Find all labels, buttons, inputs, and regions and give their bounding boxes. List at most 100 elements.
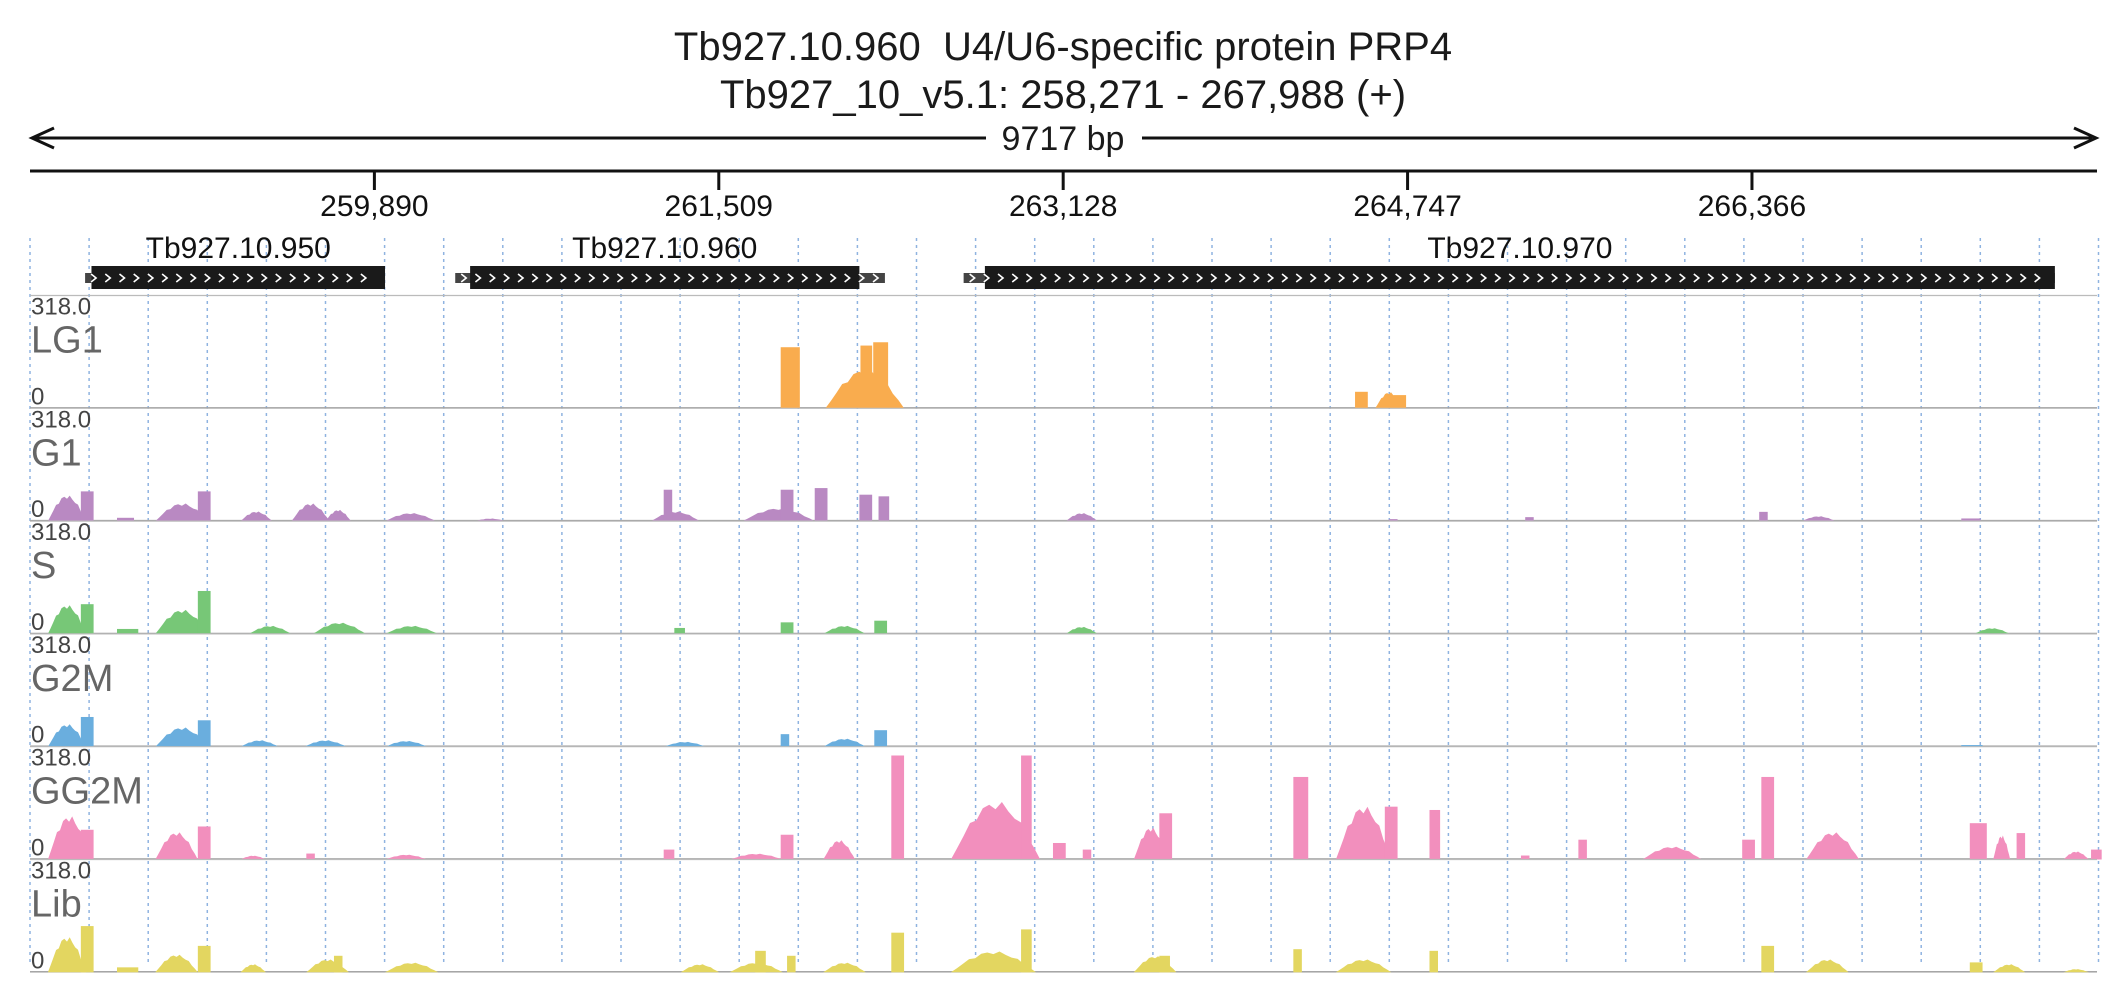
coverage-peak bbox=[306, 853, 315, 860]
strand-chevron bbox=[1508, 273, 1516, 283]
strand-chevron bbox=[616, 273, 624, 283]
strand-chevron bbox=[1380, 273, 1388, 283]
strand-chevron bbox=[147, 273, 155, 283]
coverage-peak bbox=[155, 503, 209, 522]
strand-chevron bbox=[1948, 273, 1956, 283]
strand-chevron bbox=[872, 273, 880, 283]
coverage-peak bbox=[663, 489, 673, 522]
coverage-peak bbox=[823, 962, 866, 973]
coverage-peak bbox=[1761, 945, 1775, 973]
strand-chevron bbox=[1210, 273, 1218, 283]
strand-chevron bbox=[787, 273, 795, 283]
coverage-peak bbox=[1961, 518, 1981, 522]
coverage-peak bbox=[742, 508, 815, 522]
track-name: G2M bbox=[31, 658, 113, 700]
coverage-peak bbox=[1578, 839, 1587, 860]
strand-chevron bbox=[232, 273, 240, 283]
coverage-peak bbox=[891, 755, 905, 860]
tick-label: 263,128 bbox=[1009, 190, 1117, 223]
coverage-peak bbox=[780, 834, 794, 860]
strand-chevron bbox=[801, 273, 809, 283]
track-ymax-label: 318.0 bbox=[31, 858, 91, 885]
strand-chevron bbox=[1068, 273, 1076, 283]
coverage-peak bbox=[197, 590, 211, 634]
strand-chevron bbox=[1423, 273, 1431, 283]
strand-chevron bbox=[204, 273, 211, 283]
coverage-peak bbox=[1065, 513, 1098, 522]
coverage-peak bbox=[859, 494, 873, 522]
strand-chevron bbox=[1679, 273, 1686, 283]
strand-chevron bbox=[730, 273, 738, 283]
coverage-peak bbox=[2091, 849, 2102, 860]
strand-chevron bbox=[1451, 273, 1459, 283]
track-ymin-label: 0 bbox=[31, 496, 44, 523]
strand-chevron bbox=[1167, 273, 1175, 283]
coverage-peak bbox=[823, 625, 866, 634]
strand-chevron bbox=[1224, 273, 1232, 283]
strand-chevron bbox=[744, 273, 752, 283]
strand-chevron bbox=[2005, 273, 2013, 283]
coverage-peak bbox=[1429, 950, 1438, 973]
coverage-peak bbox=[155, 727, 209, 747]
strand-chevron bbox=[645, 273, 653, 283]
gene-track: Tb927.10.950 Tb927.10.960 Tb927.10.970 bbox=[85, 232, 2055, 289]
strand-chevron bbox=[517, 273, 525, 283]
strand-chevron bbox=[1309, 273, 1317, 283]
coverage-peak bbox=[197, 720, 211, 747]
coverage-peak bbox=[878, 496, 890, 522]
coverage-peak bbox=[891, 932, 905, 973]
strand-chevron bbox=[303, 273, 311, 283]
coverage-peak bbox=[663, 849, 675, 860]
coverage-peak bbox=[240, 511, 273, 522]
strand-chevron bbox=[997, 273, 1005, 283]
coverage-peak bbox=[312, 622, 366, 634]
coverage-peak bbox=[1393, 395, 1407, 409]
coverage-peak bbox=[385, 625, 439, 634]
strand-chevron bbox=[346, 273, 353, 283]
chart-title: Tb927.10.960 U4/U6-specific protein PRP4 bbox=[674, 25, 1452, 69]
strand-chevron bbox=[545, 273, 553, 283]
strand-chevron bbox=[1664, 273, 1672, 283]
strand-chevron bbox=[758, 273, 766, 283]
track-name: Lib bbox=[31, 884, 82, 926]
coverage-peak bbox=[1293, 949, 1302, 973]
coverage-peak bbox=[1355, 391, 1368, 409]
strand-chevron bbox=[118, 273, 126, 283]
strand-chevron bbox=[1494, 273, 1502, 283]
track-ymax-label: 318.0 bbox=[31, 294, 91, 321]
strand-chevron bbox=[289, 273, 297, 283]
tick-label: 264,747 bbox=[1353, 190, 1461, 223]
tick-label: 261,509 bbox=[665, 190, 773, 223]
gene-label: Tb927.10.960 bbox=[572, 232, 757, 265]
coverage-peak bbox=[47, 937, 87, 973]
strand-chevron bbox=[2019, 273, 2027, 283]
strand-chevron bbox=[1409, 273, 1417, 283]
strand-chevron bbox=[1636, 273, 1644, 283]
coverage-peak bbox=[680, 964, 719, 973]
coverage-peak bbox=[1642, 846, 1702, 860]
coverage-peak bbox=[1159, 955, 1170, 973]
strand-chevron bbox=[687, 273, 695, 283]
coverage-peak bbox=[155, 954, 198, 973]
coverage-peak bbox=[304, 740, 347, 747]
coverage-peak bbox=[874, 620, 888, 634]
strand-chevron bbox=[90, 273, 98, 283]
strand-chevron bbox=[503, 273, 511, 283]
coverage-peak bbox=[1678, 851, 1687, 860]
strand-chevron bbox=[1153, 273, 1161, 283]
coverage-peak bbox=[1384, 806, 1398, 860]
strand-chevron bbox=[1537, 273, 1544, 283]
strand-chevron bbox=[2034, 273, 2041, 283]
coverage-peak bbox=[1742, 839, 1755, 860]
track-ymin-label: 0 bbox=[31, 609, 44, 636]
coverage-peak bbox=[780, 734, 790, 747]
strand-chevron bbox=[1593, 273, 1601, 283]
coverage-peak bbox=[385, 741, 428, 747]
strand-chevron bbox=[1792, 273, 1800, 283]
strand-chevron bbox=[1466, 273, 1473, 283]
strand-chevron bbox=[161, 273, 169, 283]
strand-chevron bbox=[1920, 273, 1928, 283]
coverage-peak bbox=[197, 945, 211, 973]
strand-chevron bbox=[104, 273, 112, 283]
